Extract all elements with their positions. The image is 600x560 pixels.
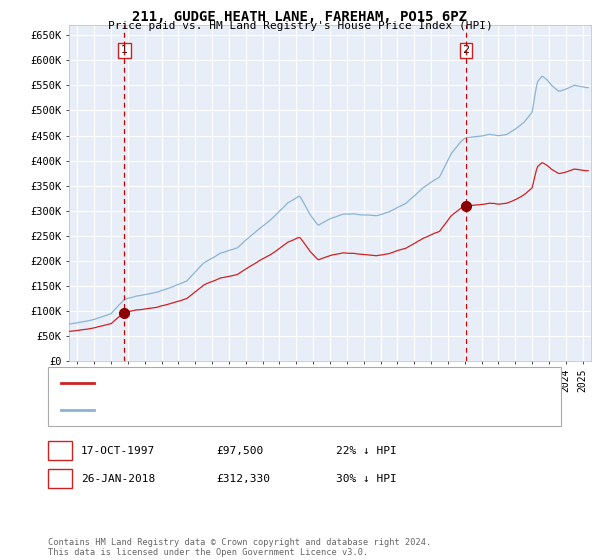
Text: 17-OCT-1997: 17-OCT-1997: [81, 446, 155, 456]
Text: HPI: Average price, detached house, Fareham: HPI: Average price, detached house, Fare…: [101, 405, 354, 415]
Text: 22% ↓ HPI: 22% ↓ HPI: [336, 446, 397, 456]
Text: 211, GUDGE HEATH LANE, FAREHAM, PO15 6PZ (detached house): 211, GUDGE HEATH LANE, FAREHAM, PO15 6PZ…: [101, 377, 436, 388]
Text: 1: 1: [56, 446, 64, 456]
Text: 211, GUDGE HEATH LANE, FAREHAM, PO15 6PZ: 211, GUDGE HEATH LANE, FAREHAM, PO15 6PZ: [133, 10, 467, 24]
Text: 1: 1: [121, 45, 128, 55]
Text: £312,330: £312,330: [216, 474, 270, 484]
Text: 2: 2: [463, 45, 469, 55]
Text: £97,500: £97,500: [216, 446, 263, 456]
Text: 26-JAN-2018: 26-JAN-2018: [81, 474, 155, 484]
Text: Price paid vs. HM Land Registry's House Price Index (HPI): Price paid vs. HM Land Registry's House …: [107, 21, 493, 31]
Text: Contains HM Land Registry data © Crown copyright and database right 2024.
This d: Contains HM Land Registry data © Crown c…: [48, 538, 431, 557]
Text: 30% ↓ HPI: 30% ↓ HPI: [336, 474, 397, 484]
Text: 2: 2: [56, 474, 64, 484]
